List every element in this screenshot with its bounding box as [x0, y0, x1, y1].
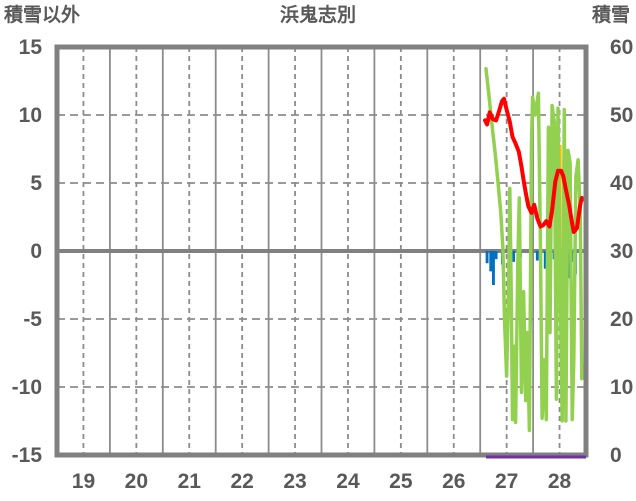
left-axis-tick-label: 15 — [19, 36, 43, 59]
x-axis-tick-label: 21 — [178, 470, 202, 493]
x-axis-tick-label: 23 — [283, 470, 306, 493]
precipitation-bar — [512, 251, 515, 262]
right-axis-tick-label: 50 — [610, 104, 633, 127]
x-axis-tick-label: 22 — [230, 470, 253, 493]
x-axis-tick-label: 19 — [72, 470, 95, 493]
precipitation-bar — [494, 251, 498, 260]
x-axis-tick-label: 27 — [495, 470, 518, 493]
station-title: 浜鬼志別 — [279, 5, 356, 26]
x-axis-tick-label: 20 — [125, 470, 148, 493]
left-axis-tick-label: 5 — [30, 172, 42, 195]
snow-depth-line — [484, 67, 588, 433]
right-axis-tick-label: 0 — [610, 444, 622, 467]
left-axis-tick-label: 10 — [19, 104, 42, 127]
precipitation-bar — [491, 251, 495, 285]
left-axis-title: 積雪以外 — [4, 5, 81, 26]
chart-title-row: 積雪以外 浜鬼志別 積雪 — [0, 4, 636, 28]
left-axis-tick-label: -15 — [12, 444, 43, 467]
precipitation-bar — [535, 251, 539, 261]
right-axis-title: 積雪 — [591, 5, 630, 26]
x-axis-tick-label: 28 — [548, 470, 572, 493]
precipitation-bar — [543, 251, 547, 269]
precipitation-bar — [485, 251, 489, 264]
right-axis-tick-label: 10 — [610, 376, 633, 399]
right-axis-tick-label: 30 — [610, 240, 633, 263]
right-axis-tick-label: 20 — [610, 308, 633, 331]
x-axis-tick-label: 25 — [389, 470, 413, 493]
plot-border — [54, 44, 589, 458]
right-axis-tick-label: 60 — [610, 36, 633, 59]
left-axis-tick-label: 0 — [30, 240, 42, 263]
right-axis-tick-label: 40 — [610, 172, 633, 195]
x-axis-tick-label: 26 — [442, 470, 465, 493]
left-axis-tick-label: -10 — [12, 376, 42, 399]
precipitation-bar — [489, 251, 493, 272]
x-axis-tick-label: 24 — [336, 470, 360, 493]
temperature-line — [483, 96, 588, 234]
left-axis-tick-label: -5 — [23, 308, 42, 331]
